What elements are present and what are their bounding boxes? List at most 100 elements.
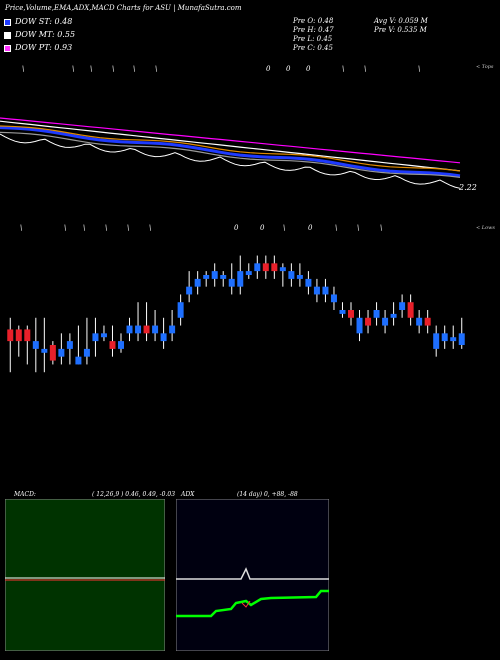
low-marker: \ <box>335 224 338 232</box>
candle-body <box>288 271 295 279</box>
candle-body <box>424 317 431 326</box>
dow-st-swatch <box>4 18 11 26</box>
candle-body <box>203 275 210 279</box>
ema-line <box>0 120 461 172</box>
low-marker: 0 <box>260 224 265 232</box>
top-marker: \ <box>90 65 93 73</box>
candle-body <box>49 345 56 361</box>
candle-body <box>228 278 235 287</box>
low-marker: \ <box>357 224 360 232</box>
candle-body <box>416 317 423 326</box>
ema-line <box>0 126 461 178</box>
candle-body <box>109 341 116 349</box>
candle-body <box>313 286 320 295</box>
low-marker: \ <box>283 224 286 232</box>
ema-line <box>0 131 461 178</box>
candle-body <box>262 263 269 272</box>
candle-body <box>211 271 218 279</box>
top-marker: 0 <box>306 65 311 73</box>
tops-label: < Tops <box>476 64 494 70</box>
prev-low: Pre L: 0.45 <box>293 35 333 43</box>
candle-body <box>339 310 346 314</box>
ema-chart <box>0 117 461 189</box>
candle-body <box>194 278 201 287</box>
candlestick-chart <box>7 255 465 373</box>
low-marker: \ <box>380 224 383 232</box>
top-marker: \ <box>155 65 158 73</box>
candle-body <box>279 267 286 272</box>
candle-body <box>24 329 31 342</box>
candle-body <box>66 341 73 349</box>
macd-chart <box>5 499 165 651</box>
low-marker: \ <box>105 224 108 232</box>
top-marker: \ <box>364 65 367 73</box>
candle-body <box>245 271 252 275</box>
candle-body <box>126 325 133 334</box>
candle-body <box>220 275 227 279</box>
lows-label: < Lows <box>476 225 495 231</box>
candle-body <box>143 325 150 334</box>
candle-body <box>118 341 124 349</box>
candle-body <box>450 337 457 342</box>
top-marker: \ <box>133 65 136 73</box>
low-marker: \ <box>83 224 86 232</box>
low-marker: \ <box>149 224 152 232</box>
candle-body <box>348 310 354 318</box>
candle-body <box>458 333 465 345</box>
candle-body <box>237 271 244 287</box>
candle-body <box>390 313 397 318</box>
candle-body <box>373 310 380 318</box>
prev-close: Pre C: 0.45 <box>293 44 333 52</box>
ema-line <box>0 125 461 172</box>
candle-body <box>169 325 176 334</box>
top-marker: \ <box>418 65 421 73</box>
candle-body <box>41 348 48 353</box>
candle-body <box>382 317 389 326</box>
candle-body <box>152 325 159 334</box>
candle-body <box>305 278 312 287</box>
adx-label: ADX <box>181 491 195 498</box>
ema-value-label: 2.22 <box>459 183 477 192</box>
macd-params: ( 12,26,9 ) 0.46, 0.49, -0.03 <box>92 491 176 498</box>
top-marker: \ <box>112 65 115 73</box>
candle-body <box>433 333 440 349</box>
candle-body <box>92 333 99 342</box>
top-marker: \ <box>72 65 75 73</box>
candle-body <box>7 329 14 342</box>
candle-body <box>83 348 90 357</box>
candle-body <box>441 333 448 342</box>
candle-body <box>356 317 363 334</box>
adx-chart <box>176 499 329 651</box>
adx-line <box>176 567 329 580</box>
dow-st-legend: DOW ST: 0.48 <box>4 17 72 27</box>
candle-body <box>407 302 414 318</box>
prev-high: Pre H: 0.47 <box>293 26 334 34</box>
candle-body <box>322 286 329 295</box>
low-marker: \ <box>64 224 67 232</box>
ema-line <box>0 117 461 164</box>
prev-volume: Pre V: 0.535 M <box>374 26 427 34</box>
macd-background <box>5 499 165 651</box>
low-marker: \ <box>20 224 23 232</box>
low-marker: 0 <box>308 224 313 232</box>
dow-pt-legend: DOW PT: 0.93 <box>4 43 72 53</box>
adx-params: (14 day) 0, +88, -88 <box>237 491 298 498</box>
candle-body <box>177 302 184 318</box>
price-line <box>0 133 461 189</box>
candle-body <box>330 294 337 303</box>
top-marker: 0 <box>266 65 271 73</box>
top-marker: \ <box>342 65 345 73</box>
dow-pt-swatch <box>4 44 11 52</box>
prev-open: Pre O: 0.48 <box>293 17 334 25</box>
adx-background <box>176 499 329 651</box>
candle-body <box>186 286 193 295</box>
avg-volume: Avg V: 0.059 M <box>374 17 428 25</box>
dow-mt-legend: DOW MT: 0.55 <box>4 30 75 40</box>
candle-body <box>399 302 406 310</box>
dow-mt-swatch <box>4 31 11 39</box>
candle-body <box>58 348 65 357</box>
top-marker: 0 <box>286 65 291 73</box>
candle-body <box>135 325 142 334</box>
candle-body <box>296 275 303 279</box>
candle-body <box>15 329 22 342</box>
